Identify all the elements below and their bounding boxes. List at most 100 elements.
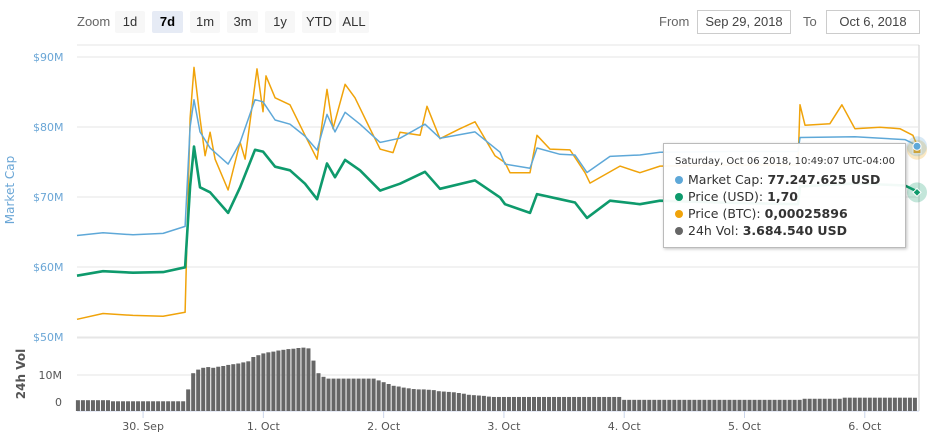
tooltip-label: Price (BTC): <box>688 206 765 221</box>
volume-bar <box>617 396 622 411</box>
volume-bar <box>261 353 266 411</box>
volume-bar <box>912 397 917 411</box>
series-line-price-usd[interactable] <box>76 145 920 277</box>
volume-bar <box>537 396 542 411</box>
to-date-input[interactable]: Oct 6, 2018 <box>826 10 920 34</box>
range-button-3m[interactable]: 3m <box>227 11 258 33</box>
volume-bar <box>637 399 642 411</box>
volume-bar <box>75 400 80 411</box>
range-button-7d[interactable]: 7d <box>152 11 183 33</box>
volume-bar <box>371 378 376 411</box>
volume-bar <box>186 389 191 411</box>
volume-bar <box>647 399 652 411</box>
volume-bar <box>161 401 166 411</box>
volume-bar <box>311 360 316 411</box>
volume-bar <box>567 396 572 411</box>
volume-bar <box>557 396 562 411</box>
volume-bar <box>712 399 717 411</box>
volume-bar <box>296 348 301 411</box>
volume-bar <box>667 399 672 411</box>
volume-bar <box>501 396 506 411</box>
volume-bar <box>441 391 446 411</box>
range-button-all[interactable]: ALL <box>339 11 369 33</box>
volume-bar <box>582 396 587 411</box>
volume-bar <box>832 398 837 411</box>
volume-bar <box>446 391 451 411</box>
volume-bar <box>366 378 371 411</box>
volume-bar <box>542 396 547 411</box>
tooltip-date: Saturday, Oct 06 2018, 10:49:07 UTC-04:0… <box>675 156 895 167</box>
range-button-ytd[interactable]: YTD <box>302 11 336 33</box>
volume-bar <box>792 399 797 411</box>
x-tick-label: 6. Oct <box>848 420 882 433</box>
volume-bar <box>271 351 276 411</box>
to-label: To <box>803 14 817 29</box>
volume-bar <box>897 397 902 411</box>
volume-bar <box>146 401 151 411</box>
volume-bar <box>131 401 136 411</box>
volume-bar <box>206 367 211 411</box>
x-tick-label: 4. Oct <box>608 420 642 433</box>
volume-bar <box>627 399 632 411</box>
volume-bar <box>852 397 857 411</box>
volume-bar <box>702 399 707 411</box>
volume-bar <box>907 397 912 411</box>
volume-bar <box>692 399 697 411</box>
volume-bar <box>226 364 231 411</box>
volume-bar <box>251 357 256 411</box>
volume-bar <box>807 398 812 411</box>
volume-bar <box>256 355 261 411</box>
volume-bar <box>100 400 105 411</box>
volume-bar <box>782 399 787 411</box>
volume-bar <box>436 391 441 411</box>
volume-bar <box>176 401 181 411</box>
volume-bar <box>837 398 842 411</box>
volume-bar <box>747 399 752 411</box>
volume-bar <box>742 399 747 411</box>
volume-bar <box>777 399 782 411</box>
volume-dot-icon <box>675 227 683 235</box>
volume-bar <box>376 380 381 411</box>
volume-bar <box>562 396 567 411</box>
series-line-market-cap[interactable] <box>76 98 920 237</box>
range-button-1d[interactable]: 1d <box>115 11 145 33</box>
volume-bar <box>552 396 557 411</box>
tooltip-label: Market Cap: <box>688 172 768 187</box>
volume-bar <box>802 398 807 411</box>
volume-bar <box>827 398 832 411</box>
volume-bar <box>331 378 336 411</box>
volume-bar <box>577 396 582 411</box>
volume-bar <box>531 396 537 411</box>
volume-bar <box>341 378 346 411</box>
volume-bar <box>717 399 722 411</box>
volume-bar <box>491 396 496 411</box>
volume-bar <box>842 397 847 411</box>
volume-bar <box>221 366 226 411</box>
volume-bar <box>657 399 662 411</box>
volume-bar <box>431 390 436 411</box>
y-tick-label: $80M <box>33 121 64 134</box>
volume-bar <box>346 378 351 411</box>
x-tick-label: 1. Oct <box>247 420 281 433</box>
y-tick-label: $90M <box>33 51 64 64</box>
volume-bar <box>421 389 426 411</box>
volume-bar <box>772 399 777 411</box>
volume-bar <box>110 401 116 411</box>
from-date-input[interactable]: Sep 29, 2018 <box>697 10 791 34</box>
volume-bar <box>486 396 491 411</box>
volume-bar <box>521 396 526 411</box>
range-button-1m[interactable]: 1m <box>190 11 220 33</box>
tooltip-row-price-usd: Price (USD): 1,70 <box>675 189 798 204</box>
volume-bar <box>682 399 687 411</box>
volume-bar <box>672 399 677 411</box>
volume-bar <box>171 401 176 411</box>
range-button-1y[interactable]: 1y <box>265 11 295 33</box>
price-btc-dot-icon <box>675 210 683 218</box>
volume-bar <box>316 373 321 411</box>
volume-bar <box>461 393 466 411</box>
volume-bar <box>727 399 732 411</box>
volume-bar <box>326 378 331 411</box>
volume-bar <box>95 400 100 411</box>
volume-bar <box>381 382 386 411</box>
